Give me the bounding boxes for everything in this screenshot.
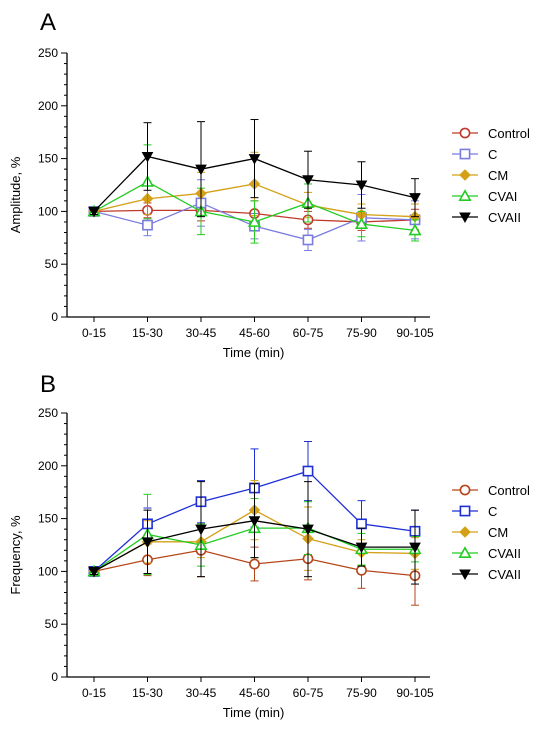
y-tick-label: 100 [38,204,58,218]
y-tick-label: 0 [51,310,58,324]
panel-letter: A [40,9,56,36]
legend-label: CVAII [488,210,521,225]
data-point [142,219,153,231]
x-tick-label: 30-45 [186,326,217,340]
legend-marker [459,569,471,581]
x-axis-title: Time (min) [223,345,285,360]
data-point [356,518,367,530]
legend-entry: CM [452,168,508,183]
legend-marker [458,189,472,201]
x-tick-label: 60-75 [293,326,324,340]
legend-entry: Control [452,126,530,141]
chart-panel-a: A 0 50 100 150 200 250 0-15 15-30 30-45 45-60 60-75… [8,9,530,360]
legend-label: Control [488,483,530,498]
x-tick-label: 90-105 [396,686,434,700]
x-tick-label: 0-15 [82,326,106,340]
legend-label: C [488,147,497,162]
legend-label: CM [488,525,508,540]
x-tick-label: 60-75 [293,686,324,700]
legend-entry: CVAII [452,210,521,225]
data-point [409,542,421,554]
y-axis-title: Amplitude, % [8,156,23,233]
x-tick-label: 45-60 [239,686,270,700]
legend-marker [459,169,471,181]
chart-panel-b: B 0 50 100 150 200 250 0-15 15-30 30-45 45-60 60-75… [8,371,530,720]
legend-marker [459,212,471,224]
legend-entry: C [452,147,497,162]
legend-marker [458,546,472,558]
x-tick-label: 90-105 [396,326,434,340]
y-tick-label: 50 [45,257,59,271]
legend-entry: CM [452,525,508,540]
x-tick-label: 15-30 [132,326,163,340]
data-point [408,223,422,236]
x-tick-label: 0-15 [82,686,106,700]
legend-label: CVAII [488,567,521,582]
data-point [248,516,261,527]
legend-entry: CVAI [452,189,517,204]
x-tick-label: 15-30 [132,686,163,700]
legend-label: Control [488,126,530,141]
x-axis-title: Time (min) [223,705,285,720]
data-point [88,206,100,218]
data-point [355,180,368,192]
legend-entry: C [452,504,497,519]
legend-marker [459,505,471,517]
legend-marker [459,148,471,160]
y-tick-label: 250 [38,46,58,60]
data-point [141,537,154,548]
x-tick-label: 45-60 [239,326,270,340]
x-tick-label: 30-45 [186,686,217,700]
legend-label: CM [488,168,508,183]
data-point [356,564,367,576]
data-point [195,524,207,536]
data-point [409,193,421,204]
legend-label: CVAII [488,546,521,561]
data-point [195,164,207,176]
y-tick-label: 150 [38,152,58,166]
y-axis-title: Frequency, % [8,515,23,595]
data-point [354,217,369,230]
data-point [88,566,100,578]
legend-marker [459,484,471,496]
legend-label: C [488,504,497,519]
data-point [302,524,314,536]
data-point [247,215,262,227]
legend-label: CVAI [488,189,517,204]
series-cvaii [88,481,421,585]
data-point [248,154,261,165]
y-tick-label: 0 [51,670,58,684]
data-point [141,151,154,163]
y-tick-label: 200 [38,99,58,113]
legend-entry: CVAII [452,546,521,561]
legend-marker [459,127,471,139]
y-tick-label: 50 [45,617,59,631]
series-cvaii [88,119,421,218]
y-tick-label: 200 [38,459,58,473]
legend-marker [459,526,471,538]
panel-letter: B [40,371,56,398]
data-point [302,234,314,246]
y-tick-label: 250 [38,406,58,420]
y-tick-label: 150 [38,512,58,526]
x-tick-label: 75-90 [346,686,377,700]
x-tick-label: 75-90 [346,326,377,340]
legend-entry: CVAII [452,567,521,582]
data-point [355,542,368,554]
legend-entry: Control [452,483,530,498]
y-tick-label: 100 [38,564,58,578]
data-point [302,465,314,477]
data-point [302,175,314,186]
data-point [249,558,260,570]
